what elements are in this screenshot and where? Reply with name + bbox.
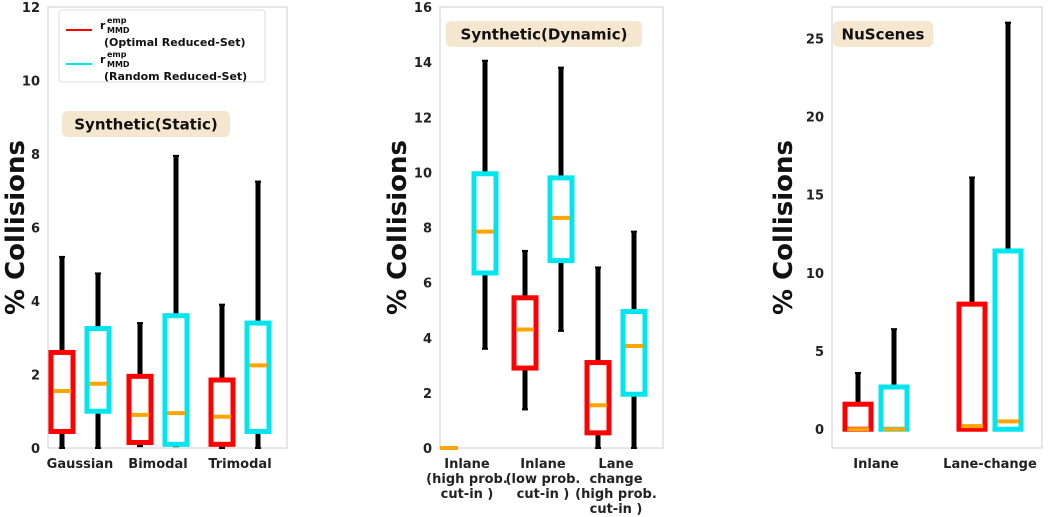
y-tick-label: 4 <box>31 295 40 310</box>
box-optimal-2 <box>511 249 539 411</box>
box-body <box>620 309 648 397</box>
box-optimal-2 <box>126 322 154 448</box>
x-tick-label: Trimodal <box>208 457 271 472</box>
legend-frame <box>58 9 266 83</box>
box-body <box>878 384 910 432</box>
x-tick-label: Inlane <box>444 457 490 472</box>
box-optimal-3 <box>584 266 612 449</box>
plot-frame <box>831 6 1043 449</box>
box-body <box>511 295 539 371</box>
y-tick-label: 10 <box>806 267 824 282</box>
chart-panel-1: 0 2 4 6 8 10 12 % Collisions Gaussian Bimodal Trim… <box>1 1 288 472</box>
y-tick-label: 0 <box>31 442 40 457</box>
title-text: NuScenes <box>842 26 925 44</box>
x-tick-label: Inlane <box>520 457 566 472</box>
box-random-3 <box>244 180 272 449</box>
title-background <box>446 21 642 47</box>
y-axis-label: % Collisions <box>383 140 413 315</box>
y-tick-label: 6 <box>423 277 432 292</box>
y-axis-label: % Collisions <box>769 140 799 315</box>
box-random-1 <box>471 59 499 350</box>
y-tick-label: 8 <box>423 222 432 237</box>
box-optimal-1 <box>842 371 874 432</box>
y-tick-label: 6 <box>31 222 40 237</box>
box-random-2 <box>992 21 1024 432</box>
legend-symbol: r <box>100 19 106 32</box>
y-tick-label: 12 <box>22 1 40 16</box>
box-random-1 <box>878 328 910 432</box>
box-random-2 <box>162 154 190 448</box>
title-text: Synthetic(Static) <box>74 116 218 134</box>
x-tick-label: Gaussian <box>47 457 114 472</box>
title-background <box>62 111 230 137</box>
legend-symbol: r <box>100 53 106 66</box>
y-tick-label: 16 <box>414 1 432 16</box>
legend-label: (Optimal Reduced-Set) <box>104 36 246 49</box>
legend-superscript: emp <box>107 16 127 25</box>
y-tick-label: 12 <box>414 111 432 126</box>
x-tick-label: (high prob. <box>575 487 657 502</box>
y-tick-label: 0 <box>815 423 824 438</box>
y-tick-label: 10 <box>414 166 432 181</box>
panel-title: Synthetic(Dynamic) <box>446 21 642 47</box>
y-tick-label: 25 <box>806 32 824 47</box>
x-tick-label: (high prob. <box>426 472 508 487</box>
y-tick-label: 2 <box>423 387 432 402</box>
y-tick-label: 2 <box>31 369 40 384</box>
x-tick-label: change <box>589 472 642 487</box>
box-body <box>992 248 1024 432</box>
y-axis-label: % Collisions <box>1 140 31 315</box>
title-text: Synthetic(Dynamic) <box>461 26 628 44</box>
x-tick-label: (low prob. <box>506 472 581 487</box>
box-random-1 <box>84 272 112 449</box>
y-tick-label: 4 <box>423 332 432 347</box>
legend-subscript: MMD <box>107 60 130 69</box>
box-body <box>244 320 272 434</box>
legend-subscript: MMD <box>107 26 130 35</box>
box-body <box>84 326 112 414</box>
x-tick-label: Lane <box>598 457 633 472</box>
box-body <box>162 313 190 447</box>
y-tick-label: 15 <box>806 189 824 204</box>
x-tick-label: Inlane <box>853 457 899 472</box>
panel-title: NuScenes <box>833 21 933 47</box>
x-tick-label: cut-in ) <box>517 487 570 502</box>
box-random-3 <box>620 230 648 449</box>
box-body <box>956 301 988 432</box>
legend-label: (Random Reduced-Set) <box>104 70 247 83</box>
box-optimal-1 <box>48 255 76 449</box>
box-optimal-2 <box>956 176 988 432</box>
box-body <box>842 401 874 432</box>
box-body <box>126 373 154 445</box>
box-body <box>208 377 236 447</box>
box-optimal-3 <box>208 303 236 449</box>
plot-frame <box>47 6 288 449</box>
x-tick-label: Bimodal <box>128 457 187 472</box>
y-tick-label: 8 <box>31 148 40 163</box>
y-tick-label: 5 <box>815 345 824 360</box>
x-tick-label: cut-in ) <box>590 502 643 517</box>
box-random-2 <box>547 66 575 332</box>
panel-title: Synthetic(Static) <box>62 111 230 137</box>
plot-frame <box>439 6 664 449</box>
y-tick-label: 14 <box>414 56 432 71</box>
x-tick-label: Lane-change <box>943 457 1037 472</box>
x-tick-label: cut-in ) <box>441 487 494 502</box>
y-tick-label: 20 <box>806 110 824 125</box>
y-tick-label: 10 <box>22 75 40 90</box>
title-background <box>833 21 933 47</box>
box-body <box>584 360 612 436</box>
box-body <box>471 171 499 276</box>
y-tick-label: 0 <box>423 442 432 457</box>
legend-superscript: emp <box>107 50 127 59</box>
chart-panel-3: 0 5 10 15 20 25 % Collisions Inlane Lane-change N… <box>769 6 1043 472</box>
